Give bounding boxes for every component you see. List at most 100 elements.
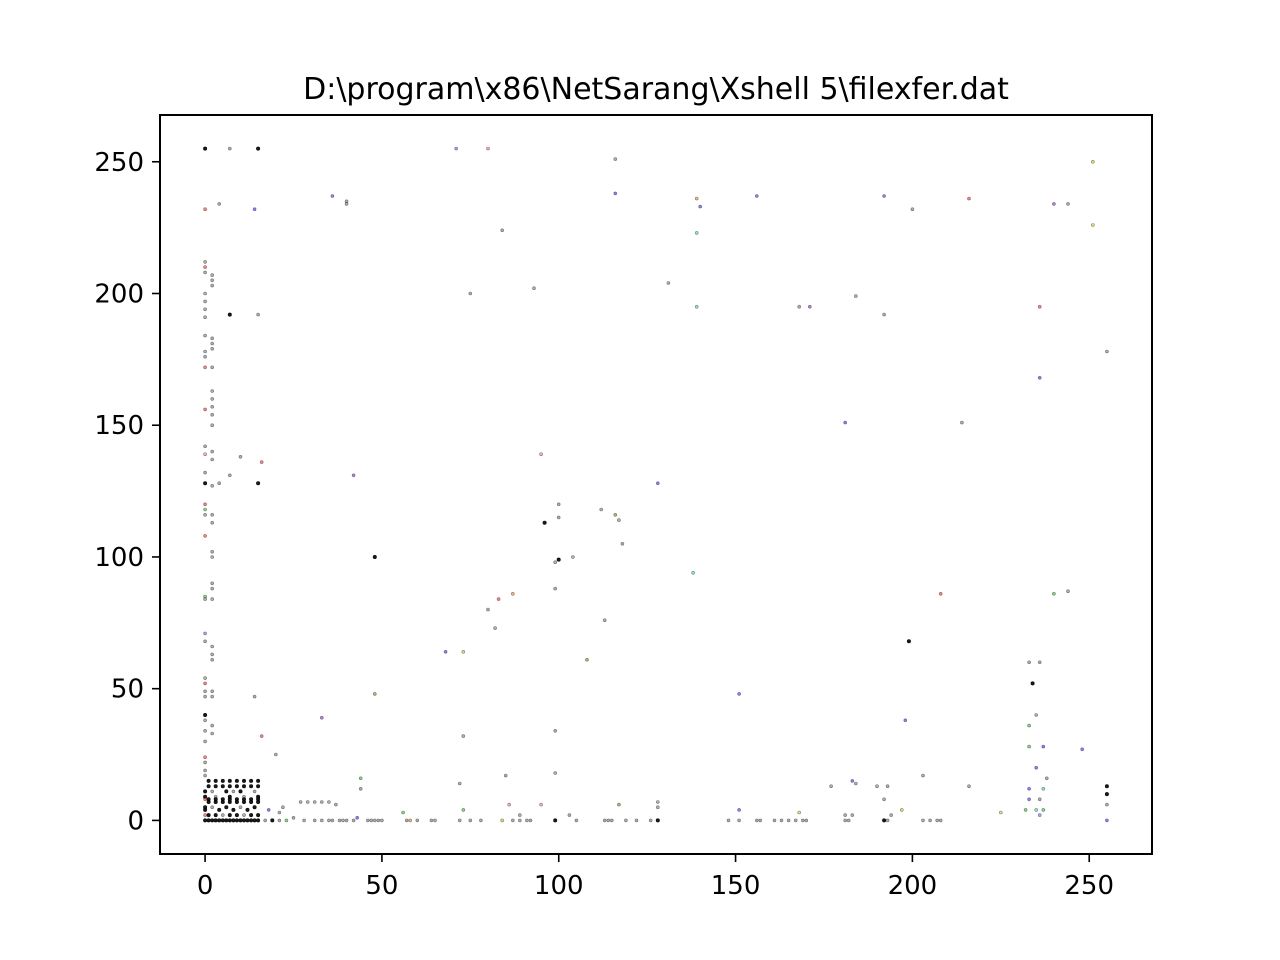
scatter-point xyxy=(217,202,221,206)
scatter-point xyxy=(539,452,543,457)
scatter-point xyxy=(210,273,214,277)
scatter-point xyxy=(281,805,285,810)
scatter-point xyxy=(571,555,575,559)
scatter-point xyxy=(210,341,214,346)
scatter-point xyxy=(372,818,377,823)
scatter-point xyxy=(486,146,490,151)
scatter-point xyxy=(210,449,214,454)
scatter-point xyxy=(210,581,214,586)
scatter-point xyxy=(797,304,802,309)
scatter-point xyxy=(277,810,282,815)
plot-area: 0 50 100 150 200 250 0 50 100 150 200 250 xyxy=(94,114,1153,901)
scatter-point xyxy=(542,520,547,525)
scatter-point xyxy=(401,810,405,815)
chart-title: D:\program\x86\NetSarang\Xshell 5\filexf… xyxy=(303,72,1009,107)
scatter-point xyxy=(443,649,448,654)
scatter-point xyxy=(457,818,462,823)
scatter-point xyxy=(203,502,207,507)
scatter-point xyxy=(256,312,260,317)
scatter-point xyxy=(698,204,703,209)
scatter-point xyxy=(203,807,208,812)
scatter-point xyxy=(249,778,254,783)
scatter-point xyxy=(754,194,759,198)
scatter-point xyxy=(256,784,261,789)
scatter-point xyxy=(1027,797,1031,802)
scatter-point xyxy=(227,312,232,317)
scatter-point xyxy=(252,805,257,810)
scatter-point xyxy=(1105,802,1109,807)
scatter-point xyxy=(210,457,214,462)
scatter-point xyxy=(539,802,543,807)
scatter-point xyxy=(203,818,208,823)
scatter-point xyxy=(1104,792,1109,797)
y-tick-label: 50 xyxy=(111,675,144,705)
scatter-point xyxy=(252,818,257,823)
scatter-point xyxy=(203,712,208,717)
scatter-point xyxy=(319,715,324,720)
scatter-point xyxy=(203,760,207,765)
scatter-point xyxy=(228,146,232,151)
scatter-point xyxy=(655,818,660,823)
scatter-point xyxy=(1034,808,1038,812)
scatter-point xyxy=(617,802,621,807)
scatter-point xyxy=(553,560,558,565)
scatter-point xyxy=(203,797,207,802)
scatter-point xyxy=(203,452,207,457)
scatter-point xyxy=(853,294,858,298)
scatter-point xyxy=(242,813,246,817)
scatter-point xyxy=(203,689,207,694)
scatter-point xyxy=(1080,747,1084,752)
scatter-point xyxy=(1041,808,1046,812)
scatter-point xyxy=(889,813,894,817)
scatter-point xyxy=(210,805,214,810)
scatter-point xyxy=(1105,818,1109,823)
scatter-point xyxy=(319,818,324,823)
scatter-point xyxy=(266,808,271,812)
scatter-point xyxy=(238,818,243,823)
scatter-point xyxy=(227,813,232,818)
scatter-point xyxy=(249,799,254,804)
scatter-point xyxy=(372,692,377,696)
scatter-point xyxy=(532,286,536,291)
scatter-point xyxy=(206,799,211,804)
scatter-point xyxy=(210,586,214,591)
scatter-point xyxy=(242,818,247,823)
scatter-point xyxy=(1037,375,1042,380)
scatter-point xyxy=(369,818,374,823)
scatter-point xyxy=(330,194,335,198)
scatter-point xyxy=(203,789,208,794)
scatter-point xyxy=(376,818,381,823)
scatter-point xyxy=(882,312,886,317)
scatter-point xyxy=(1037,660,1042,665)
scatter-point xyxy=(210,520,214,525)
scatter-point xyxy=(1027,786,1031,791)
scatter-point xyxy=(846,818,851,823)
scatter-point xyxy=(793,818,798,823)
scatter-point xyxy=(242,778,247,783)
scatter-point xyxy=(1104,784,1109,789)
scatter-point xyxy=(556,557,561,562)
scatter-point xyxy=(553,728,558,733)
scatter-point xyxy=(1034,765,1038,770)
scatter-point xyxy=(613,157,618,161)
scatter-point xyxy=(206,818,211,823)
scatter-point xyxy=(1037,304,1042,309)
scatter-point xyxy=(220,778,225,783)
scatter-point xyxy=(227,784,232,789)
scatter-point xyxy=(843,813,848,817)
scatter-point xyxy=(691,570,695,575)
scatter-point xyxy=(210,652,214,657)
scatter-point xyxy=(259,460,264,464)
scatter-point xyxy=(510,818,515,823)
scatter-point xyxy=(210,818,215,823)
scatter-point xyxy=(256,146,261,151)
scatter-point xyxy=(479,818,483,823)
scatter-point xyxy=(210,549,214,554)
scatter-point xyxy=(525,818,529,823)
scatter-point xyxy=(1091,223,1095,227)
scatter-point xyxy=(210,731,214,736)
scatter-point xyxy=(517,813,522,817)
scatter-point xyxy=(772,818,777,823)
scatter-point xyxy=(1027,723,1031,728)
scatter-point xyxy=(648,818,653,823)
